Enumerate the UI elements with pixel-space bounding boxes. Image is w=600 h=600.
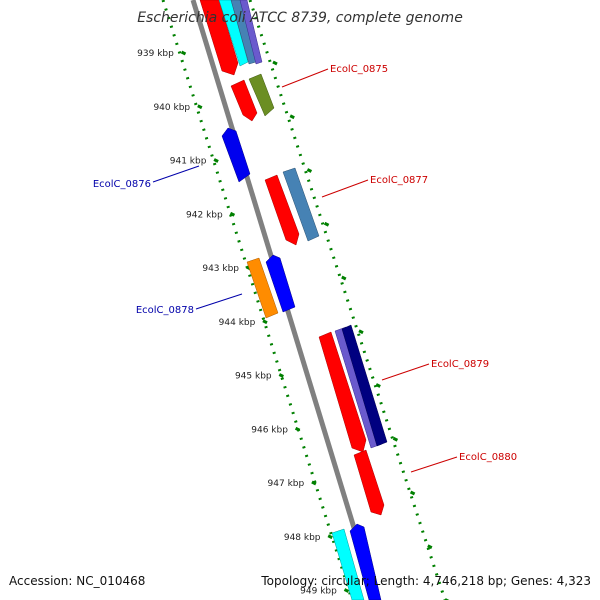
callout-line [381, 363, 430, 381]
scale-tick-label: 939 kbp [137, 49, 174, 59]
scale-tick-label: 948 kbp [284, 533, 321, 543]
scale-tick-label: 949 kbp [300, 587, 337, 597]
feature-arrow[interactable] [331, 528, 365, 600]
scale-tick-label: 946 kbp [251, 425, 288, 435]
outer-scale-tick [272, 60, 278, 66]
feature-arrow[interactable] [341, 324, 388, 447]
gene-label-ecolc-0879[interactable]: EcolC_0879 [431, 359, 489, 370]
scale-tick-label: 942 kbp [186, 210, 223, 220]
feature-arrow[interactable] [265, 254, 296, 313]
feature-arrow[interactable] [218, 0, 249, 67]
scale-tick [278, 373, 284, 378]
feature-arrow[interactable] [230, 79, 258, 122]
callout-line [281, 68, 329, 88]
feature-arrow[interactable] [199, 0, 239, 76]
scale-tick-labels: 939 kbp 940 kbp 941 kbp 942 kbp 943 kbp 944 k… [137, 49, 337, 597]
gene-label-ecolc-0877[interactable]: EcolC_0877 [370, 175, 428, 186]
callout-line [152, 165, 200, 183]
outer-scale-tick [427, 544, 433, 550]
scale-tick [311, 480, 317, 486]
feature-arrow[interactable] [246, 257, 279, 319]
outer-scale-tick [341, 275, 347, 281]
accession-text: Accession: NC_010468 [9, 574, 146, 588]
scale-tick-label: 947 kbp [268, 479, 305, 489]
scale-tick-label: 945 kbp [235, 372, 272, 382]
scale-tick-label: 944 kbp [219, 318, 256, 328]
outer-scale-tick [358, 329, 364, 335]
feature-arrow[interactable] [349, 523, 382, 600]
callout-line [410, 456, 458, 473]
gene-callouts [152, 68, 458, 473]
gene-label-ecolc-0876[interactable]: EcolC_0876 [93, 179, 151, 190]
callout-line [321, 179, 369, 198]
feature-arrow[interactable] [239, 0, 263, 65]
scale-tick [229, 211, 236, 217]
feature-arrow[interactable] [282, 167, 320, 242]
scale-tick [197, 104, 203, 110]
gene-label-ecolc-0875[interactable]: EcolC_0875 [330, 64, 388, 75]
scale-tick-label: 940 kbp [153, 103, 190, 113]
outer-scale-tick [375, 383, 381, 388]
callout-line [195, 293, 243, 310]
outer-scale-tick [409, 490, 416, 496]
feature-arrow[interactable] [221, 127, 251, 183]
scale-tick [294, 426, 301, 432]
outer-scale-tick [392, 436, 399, 442]
map-title: Escherichia coli ATCC 8739, complete gen… [137, 10, 463, 26]
genome-summary-text: Topology: circular; Length: 4,746,218 bp… [261, 574, 591, 588]
scale-tick-label: 941 kbp [170, 157, 207, 167]
outer-scale-tick [306, 168, 313, 173]
outer-scale-tick [323, 221, 330, 227]
feature-arrows [199, 0, 388, 600]
scale-tick [180, 50, 187, 56]
scale-tick-label: 943 kbp [202, 264, 239, 274]
feature-arrow[interactable] [353, 449, 385, 516]
feature-arrow[interactable] [248, 73, 275, 117]
outer-scale-tick [289, 114, 295, 120]
feature-arrow[interactable] [318, 331, 367, 453]
scale-tick [262, 319, 268, 325]
outer-scale-track [248, 0, 447, 600]
scale-tick [327, 534, 333, 540]
scale-tick [213, 158, 219, 163]
gene-label-ecolc-0880[interactable]: EcolC_0880 [459, 452, 517, 463]
scale-tick [343, 588, 350, 593]
gene-label-ecolc-0878[interactable]: EcolC_0878 [136, 305, 194, 316]
feature-arrow[interactable] [264, 174, 300, 246]
